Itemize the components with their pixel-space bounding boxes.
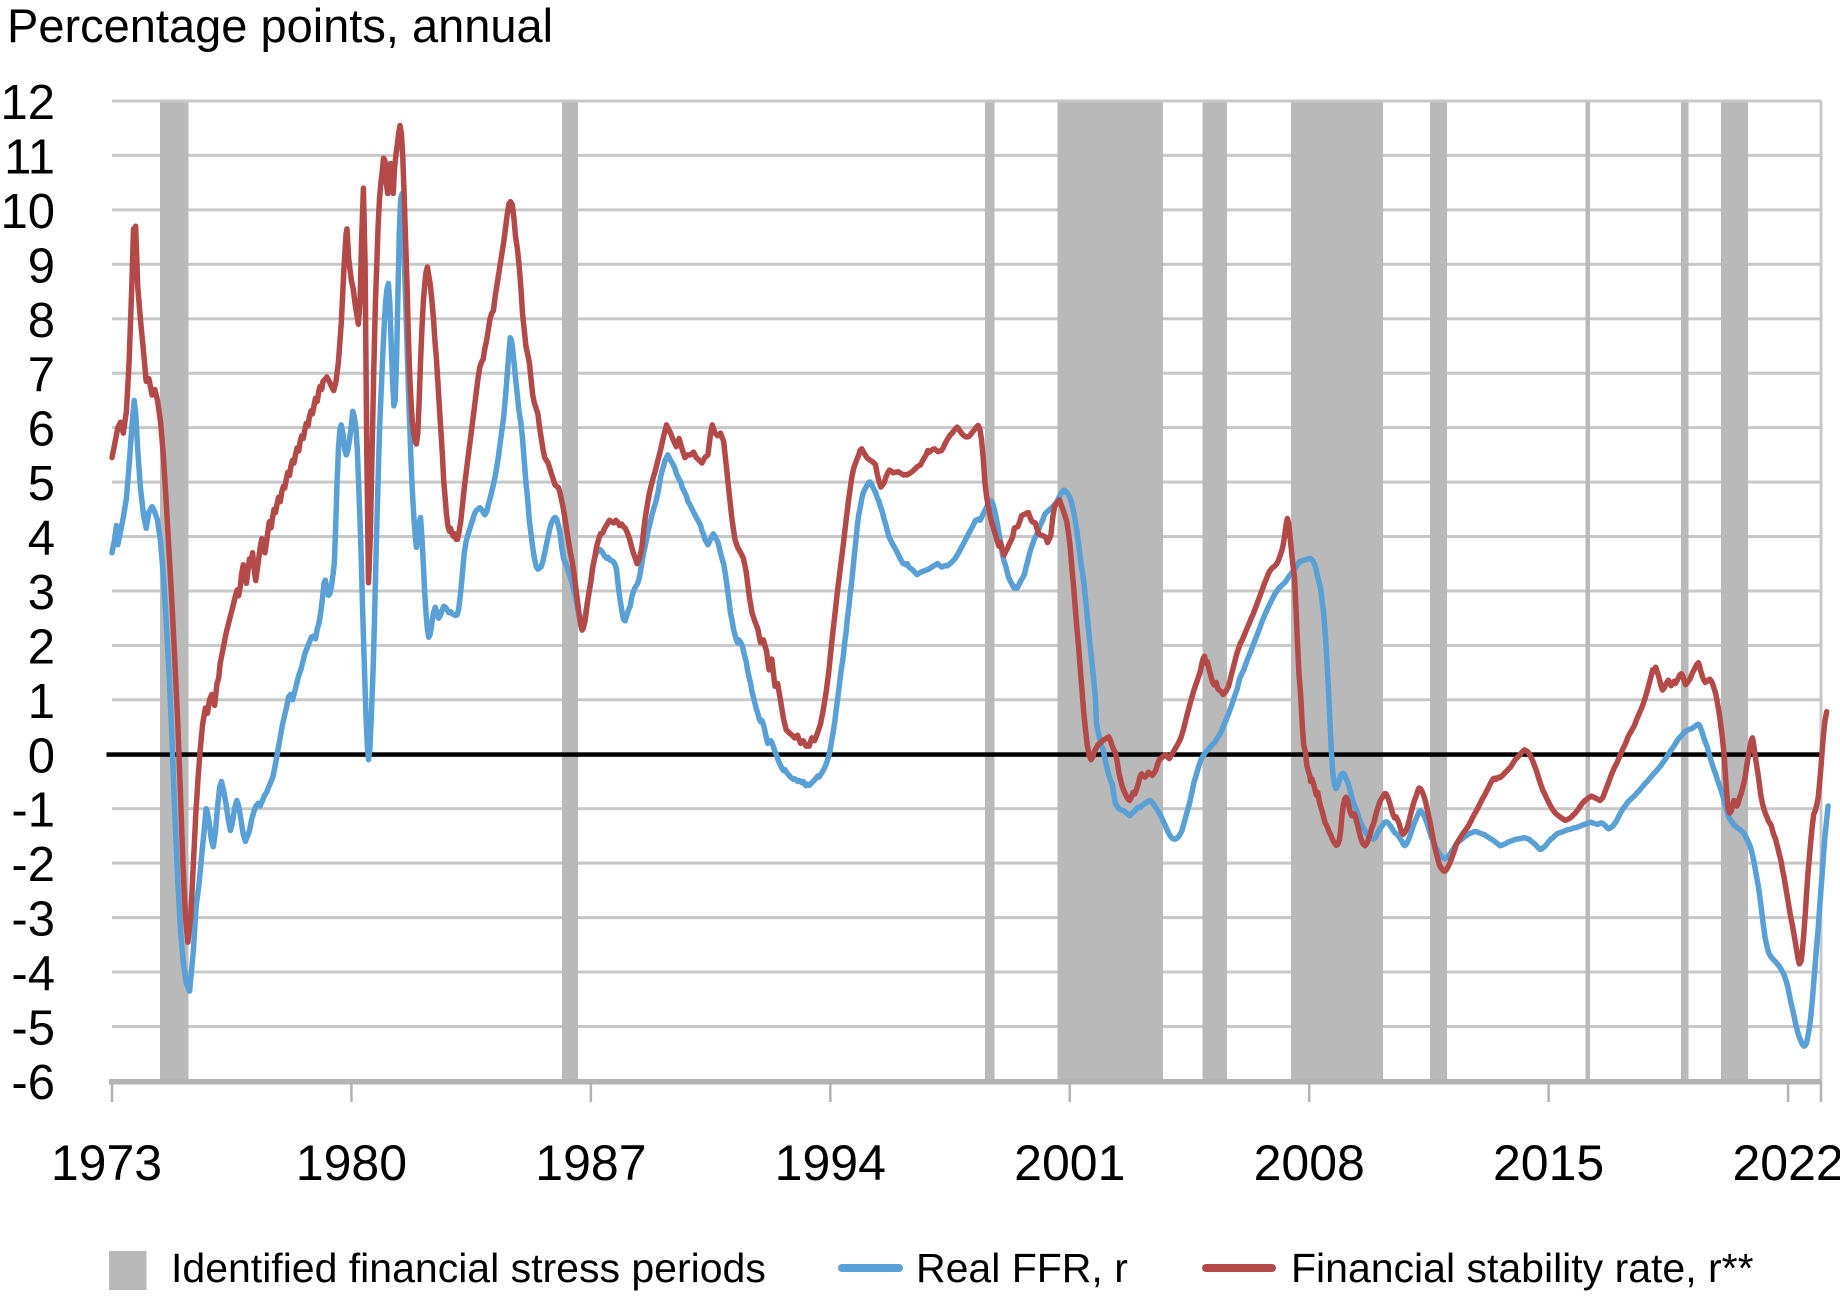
svg-text:8: 8	[28, 294, 55, 348]
svg-text:-3: -3	[11, 893, 55, 947]
svg-text:6: 6	[28, 403, 55, 457]
svg-text:-2: -2	[11, 838, 55, 892]
svg-text:1994: 1994	[775, 1135, 886, 1191]
svg-text:2001: 2001	[1014, 1135, 1125, 1191]
svg-text:0: 0	[28, 729, 55, 783]
svg-text:2015: 2015	[1493, 1135, 1604, 1191]
svg-text:-5: -5	[11, 1002, 55, 1056]
svg-text:Financial stability rate, r**: Financial stability rate, r**	[1291, 1245, 1754, 1291]
svg-text:5: 5	[28, 457, 55, 511]
svg-text:Real FFR, r: Real FFR, r	[916, 1245, 1128, 1291]
svg-text:-4: -4	[11, 947, 55, 1001]
svg-text:Identified financial stress pe: Identified financial stress periods	[171, 1245, 766, 1291]
svg-text:-1: -1	[11, 784, 55, 838]
svg-text:-6: -6	[11, 1056, 55, 1110]
svg-text:Percentage points, annual: Percentage points, annual	[7, 0, 553, 52]
svg-text:4: 4	[28, 512, 55, 566]
svg-text:3: 3	[28, 566, 55, 620]
svg-text:2: 2	[28, 620, 55, 674]
svg-text:1987: 1987	[535, 1135, 646, 1191]
svg-text:11: 11	[4, 130, 55, 184]
svg-text:1973: 1973	[51, 1135, 162, 1191]
svg-text:1: 1	[28, 675, 55, 729]
svg-text:2008: 2008	[1254, 1135, 1365, 1191]
svg-text:7: 7	[28, 348, 55, 402]
svg-text:2022: 2022	[1732, 1135, 1840, 1191]
svg-text:9: 9	[28, 239, 55, 293]
svg-text:10: 10	[0, 185, 55, 239]
svg-text:1980: 1980	[296, 1135, 407, 1191]
svg-text:12: 12	[0, 76, 55, 130]
